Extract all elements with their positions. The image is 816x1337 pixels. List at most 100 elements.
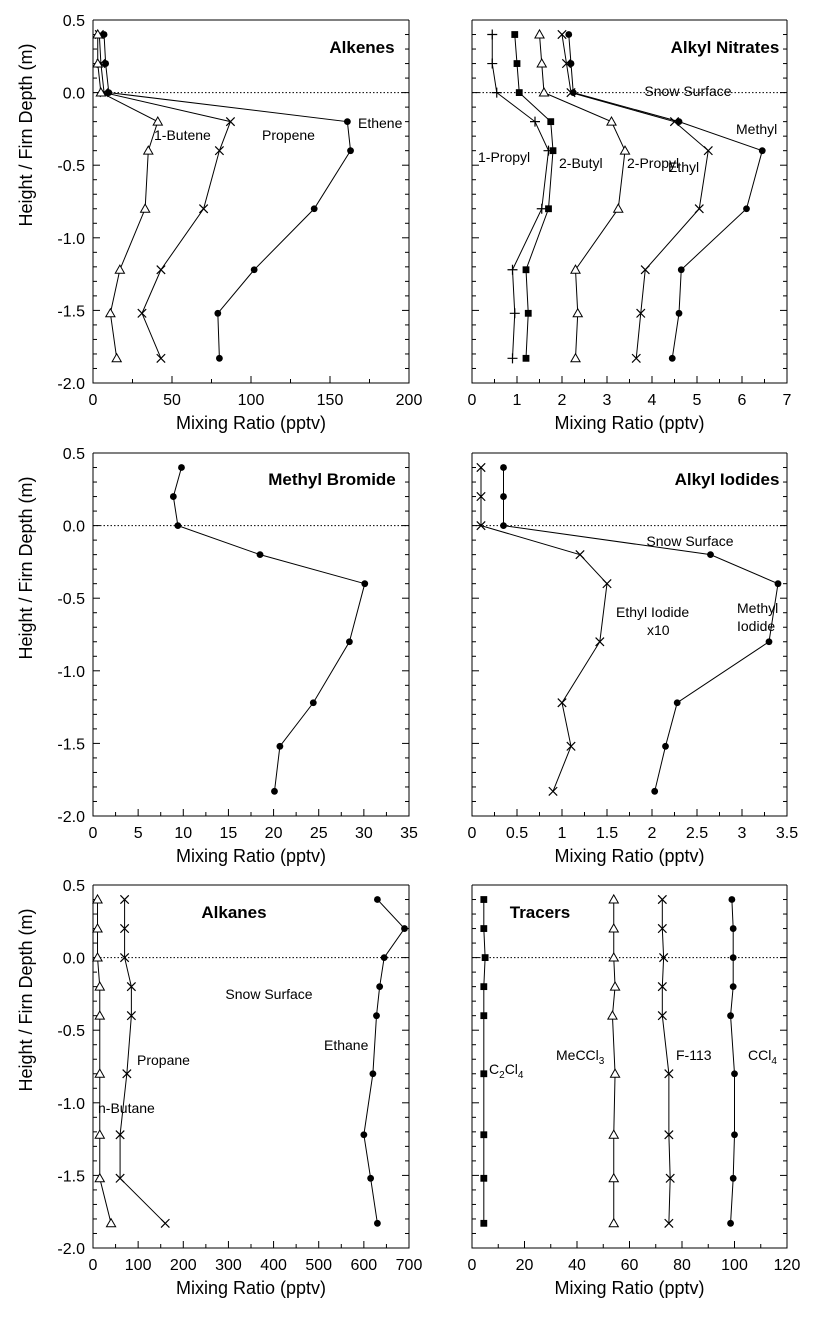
- label-c2cl4: C2Cl4: [489, 1061, 524, 1081]
- data-point: [774, 580, 782, 588]
- data-point: [536, 57, 548, 68]
- series-propane: [115, 894, 170, 1228]
- data-point: [480, 896, 488, 903]
- data-point: [214, 309, 222, 317]
- label-ethene: Ethene: [358, 115, 403, 131]
- data-point: [115, 1173, 125, 1183]
- panel-alkanes: 0.5 0.0 -0.5 -1.0 -1.5 -2.00 100 200 300 400 500 60…: [57, 878, 422, 1298]
- x-tick-label: 40: [568, 1257, 586, 1274]
- series-propene: [94, 29, 236, 363]
- y-tick-label: 0.5: [63, 13, 85, 30]
- data-point: [374, 1219, 381, 1227]
- series-2-butyl: [511, 31, 557, 362]
- label-methyl-iodide-line1: Methyl: [737, 600, 778, 616]
- data-point: [659, 952, 669, 963]
- x-tick-label: 5: [134, 825, 143, 842]
- series-line: [491, 34, 550, 359]
- x-tick-label: 15: [220, 825, 238, 842]
- x-tick-label: 100: [721, 1257, 748, 1274]
- series-methyl-iodide: [500, 464, 782, 795]
- x-tick-label: 3.5: [776, 825, 798, 842]
- data-point: [665, 1173, 675, 1183]
- y-tick-label: -1.0: [57, 1096, 85, 1113]
- series-f-113: [657, 894, 675, 1228]
- label-methyl-nitrate: Methyl: [736, 121, 777, 137]
- data-point: [664, 1130, 674, 1140]
- series-series-0: [169, 464, 369, 795]
- axes-frame: [471, 20, 788, 384]
- data-point: [507, 264, 518, 275]
- data-point: [513, 60, 521, 67]
- data-point: [561, 58, 572, 69]
- label-ethane: Ethane: [324, 1037, 369, 1053]
- data-point: [608, 893, 620, 904]
- data-point: [94, 1172, 106, 1183]
- x-tick-label: 25: [310, 825, 328, 842]
- data-point: [673, 699, 681, 707]
- data-point: [95, 86, 107, 97]
- data-point: [487, 58, 498, 69]
- data-point: [92, 951, 103, 962]
- x-tick-label: 0: [468, 392, 477, 409]
- data-point: [373, 1012, 380, 1020]
- data-point: [104, 307, 116, 318]
- chart-title: Alkenes: [329, 38, 394, 57]
- x-tick-label: 2: [648, 825, 657, 842]
- data-point: [530, 116, 540, 127]
- label-snow-surface-alkanes: Snow Surface: [225, 986, 312, 1002]
- data-point: [476, 462, 486, 473]
- series-ethene: [100, 31, 354, 362]
- y-axis-label-row3: Height / Firn Depth (m): [16, 908, 36, 1091]
- x-tick-label: 200: [170, 1257, 197, 1274]
- data-point: [152, 116, 164, 126]
- panel-alkenes: 0.5 0.0 -0.5 -1.0 -1.5 -2.00 50 100 150 200 Mixing…: [57, 13, 422, 433]
- x-tick-label: 150: [317, 392, 344, 409]
- annotations: Ethene Propene 1-Butene Snow Surface Met…: [98, 83, 778, 1116]
- data-point: [557, 29, 567, 40]
- x-axis-label: Mixing Ratio (pptv): [554, 1278, 704, 1298]
- chart-title: Alkyl Iodides: [675, 470, 780, 489]
- data-point: [675, 309, 683, 317]
- data-point: [524, 309, 532, 317]
- data-point: [609, 981, 621, 991]
- x-tick-label: 6: [738, 392, 747, 409]
- data-point: [566, 741, 576, 751]
- label-1-butene: 1-Butene: [154, 127, 211, 143]
- data-point: [100, 31, 108, 38]
- data-point: [156, 265, 166, 275]
- data-point: [92, 28, 104, 39]
- data-point: [511, 31, 519, 38]
- x-tick-label: 35: [400, 825, 418, 842]
- data-point: [657, 1011, 667, 1021]
- label-n-butane: n-Butane: [98, 1100, 155, 1116]
- x-tick-label: 4: [648, 392, 657, 409]
- series-line: [483, 899, 486, 1224]
- data-point: [92, 57, 104, 68]
- data-point: [657, 982, 667, 992]
- data-point: [507, 353, 518, 364]
- x-tick-label: 700: [396, 1257, 423, 1274]
- data-point: [480, 1131, 488, 1139]
- data-point: [480, 1070, 488, 1078]
- data-point: [536, 203, 547, 214]
- data-point: [214, 146, 225, 156]
- data-point: [608, 1129, 620, 1139]
- data-point: [347, 147, 354, 155]
- x-tick-label: 500: [305, 1257, 332, 1274]
- label-meccl3: MeCCl3: [556, 1047, 605, 1067]
- data-point: [156, 353, 166, 363]
- data-point: [548, 786, 558, 796]
- label-f-113: F-113: [676, 1047, 712, 1063]
- data-point: [500, 522, 507, 529]
- x-tick-label: 2.5: [686, 825, 708, 842]
- data-point: [703, 146, 713, 156]
- data-point: [105, 1217, 117, 1228]
- data-point: [500, 464, 507, 471]
- x-tick-label: 1: [558, 825, 567, 842]
- x-tick-label: 5: [693, 392, 702, 409]
- data-point: [608, 1217, 620, 1228]
- data-point: [94, 1129, 106, 1139]
- series-1-butene: [92, 28, 164, 363]
- axes-frame: [92, 453, 410, 817]
